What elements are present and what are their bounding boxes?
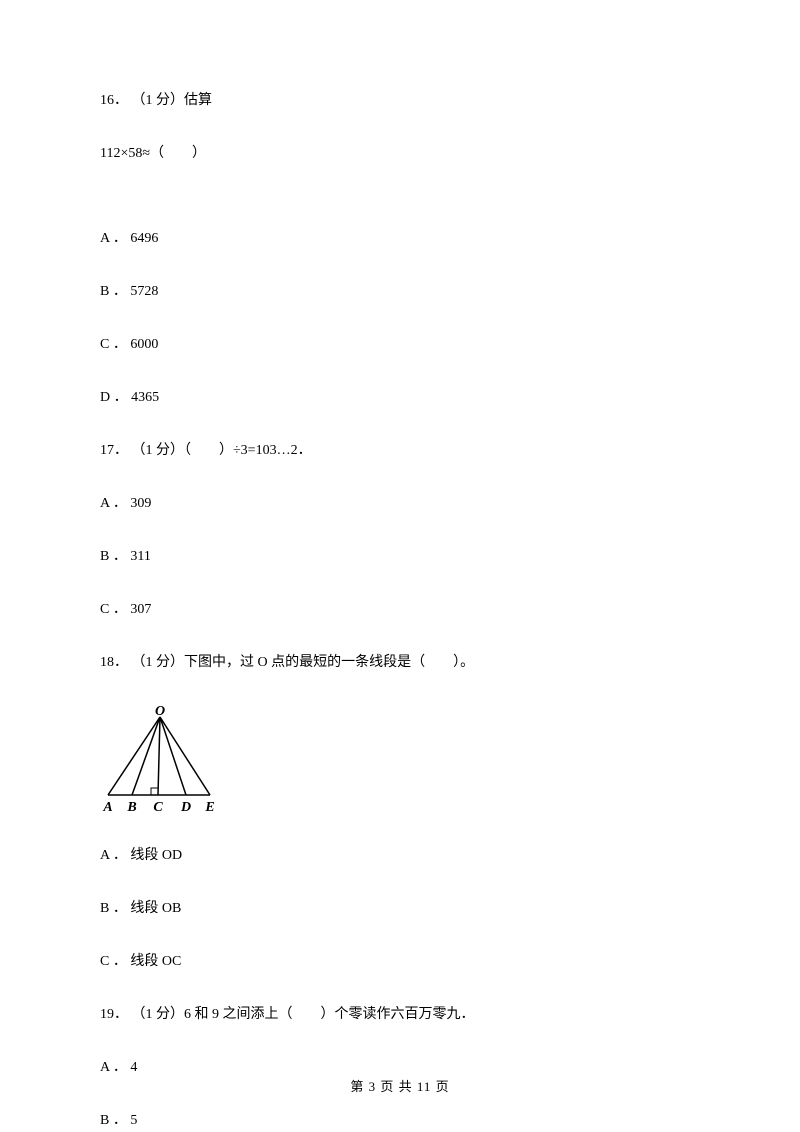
svg-text:E: E: [204, 800, 214, 815]
page-footer: 第 3 页 共 11 页: [0, 1077, 800, 1097]
q16-header: 16． （1 分）估算: [100, 90, 700, 111]
q19-header: 19． （1 分）6 和 9 之间添上（ ）个零读作六百万零九．: [100, 1004, 700, 1025]
svg-text:D: D: [180, 800, 191, 815]
q17-option-a: A ． 309: [100, 493, 700, 514]
q19-option-b: B ． 5: [100, 1110, 700, 1131]
q18-header: 18． （1 分）下图中，过 O 点的最短的一条线段是（ ）。: [100, 652, 700, 673]
q18-diagram: O AB C DE: [100, 705, 700, 815]
triangle-diagram: O AB C DE: [100, 705, 230, 815]
q18-option-c: C ． 线段 OC: [100, 951, 700, 972]
q18-option-b: B ． 线段 OB: [100, 898, 700, 919]
q16-option-a: A ． 6496: [100, 228, 700, 249]
q16-expression: 112×58≈（ ）: [100, 143, 700, 164]
q16-option-b: B ． 5728: [100, 281, 700, 302]
svg-text:B: B: [126, 800, 136, 815]
svg-text:C: C: [153, 800, 163, 815]
svg-text:A: A: [102, 800, 112, 815]
q17-option-b: B ． 311: [100, 546, 700, 567]
q16-option-d: D ． 4365: [100, 387, 700, 408]
q19-option-a: A ． 4: [100, 1057, 700, 1078]
q16-spacer: [100, 196, 700, 228]
q18-option-a: A ． 线段 OD: [100, 845, 700, 866]
q16-option-c: C ． 6000: [100, 334, 700, 355]
svg-text:O: O: [155, 705, 165, 719]
q17-option-c: C ． 307: [100, 599, 700, 620]
q17-header: 17． （1 分）（ ）÷3=103…2．: [100, 440, 700, 461]
